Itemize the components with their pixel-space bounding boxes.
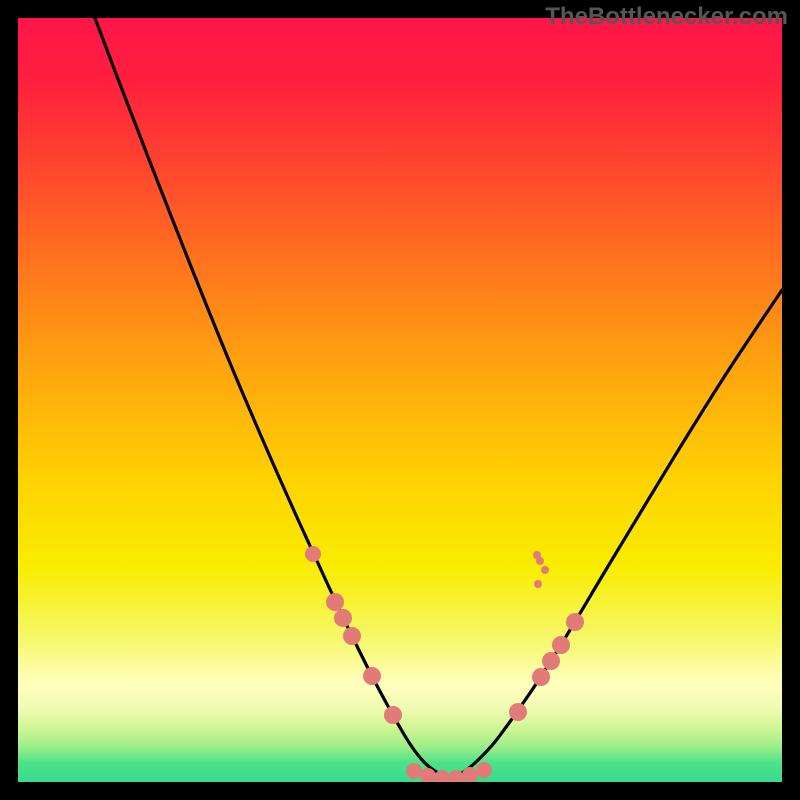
data-marker [363, 667, 381, 685]
data-marker [305, 546, 321, 562]
data-marker [542, 652, 560, 670]
data-marker [326, 593, 344, 611]
data-marker [343, 627, 361, 645]
data-marker [384, 706, 402, 724]
data-marker [420, 768, 436, 784]
data-marker [566, 613, 584, 631]
data-marker [534, 580, 542, 588]
data-marker [552, 636, 570, 654]
watermark-text: TheBottlenecker.com [545, 3, 788, 31]
chart-background-gradient [18, 18, 782, 782]
data-marker [509, 703, 527, 721]
data-marker [476, 762, 492, 778]
data-marker [536, 557, 544, 565]
bottleneck-chart [0, 0, 800, 800]
data-marker [406, 763, 422, 779]
data-marker [462, 767, 478, 783]
data-marker [532, 668, 550, 686]
data-marker [334, 609, 352, 627]
data-marker [541, 566, 549, 574]
